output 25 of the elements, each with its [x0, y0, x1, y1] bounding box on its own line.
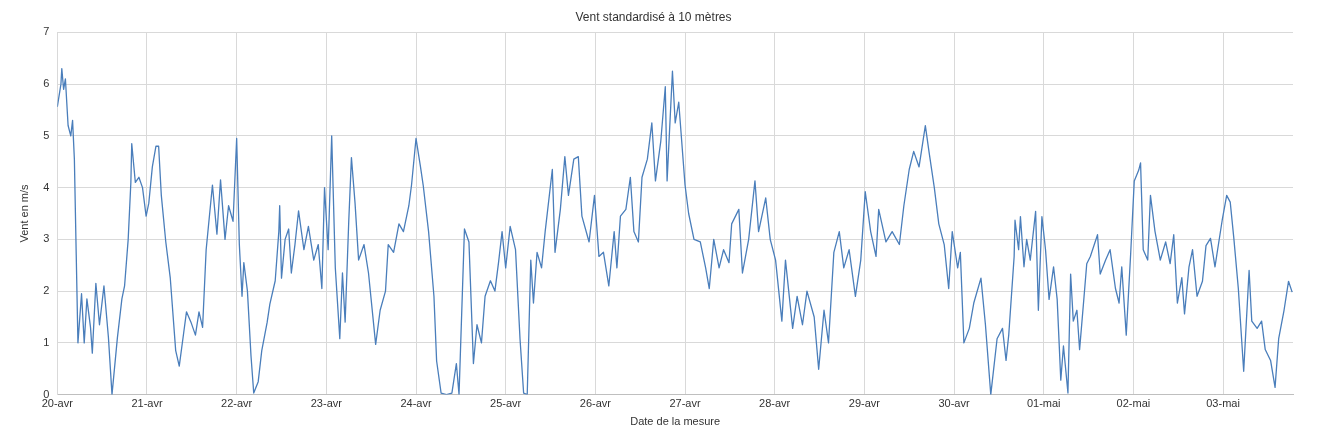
y-tick-label: 6	[43, 77, 50, 90]
x-tick-label: 21-avr	[131, 397, 163, 410]
x-tick-label: 23-avr	[310, 397, 343, 410]
x-tick-label: 28-avr	[759, 397, 791, 410]
y-tick-label: 0	[43, 387, 50, 400]
x-tick-label: 01-mai	[1026, 397, 1061, 410]
y-tick-label: 5	[43, 128, 50, 141]
y-tick-label: 1	[43, 335, 50, 348]
y-tick-label: 3	[43, 232, 50, 245]
x-tick-label: 26-avr	[579, 397, 612, 410]
x-tick-label: 24-avr	[400, 397, 432, 410]
x-tick-label: 29-avr	[848, 397, 881, 410]
y-axis-title: Vent en m/s	[17, 183, 30, 243]
x-tick-label: 22-avr	[221, 397, 253, 410]
y-tick-label: 2	[43, 284, 50, 297]
y-tick-label: 7	[43, 25, 50, 38]
x-tick-label: 27-avr	[669, 397, 701, 410]
x-tick-label: 25-avr	[490, 397, 522, 410]
x-axis-title: Date de la mesure	[630, 415, 721, 428]
x-tick-label: 03-mai	[1206, 397, 1240, 410]
chart-title: Vent standardisé à 10 mètres	[575, 9, 732, 24]
x-tick-label: 30-avr	[938, 397, 970, 410]
x-tick-label: 02-mai	[1116, 397, 1151, 410]
y-tick-label: 4	[43, 180, 50, 193]
x-tick-label: 20-avr	[41, 397, 74, 410]
